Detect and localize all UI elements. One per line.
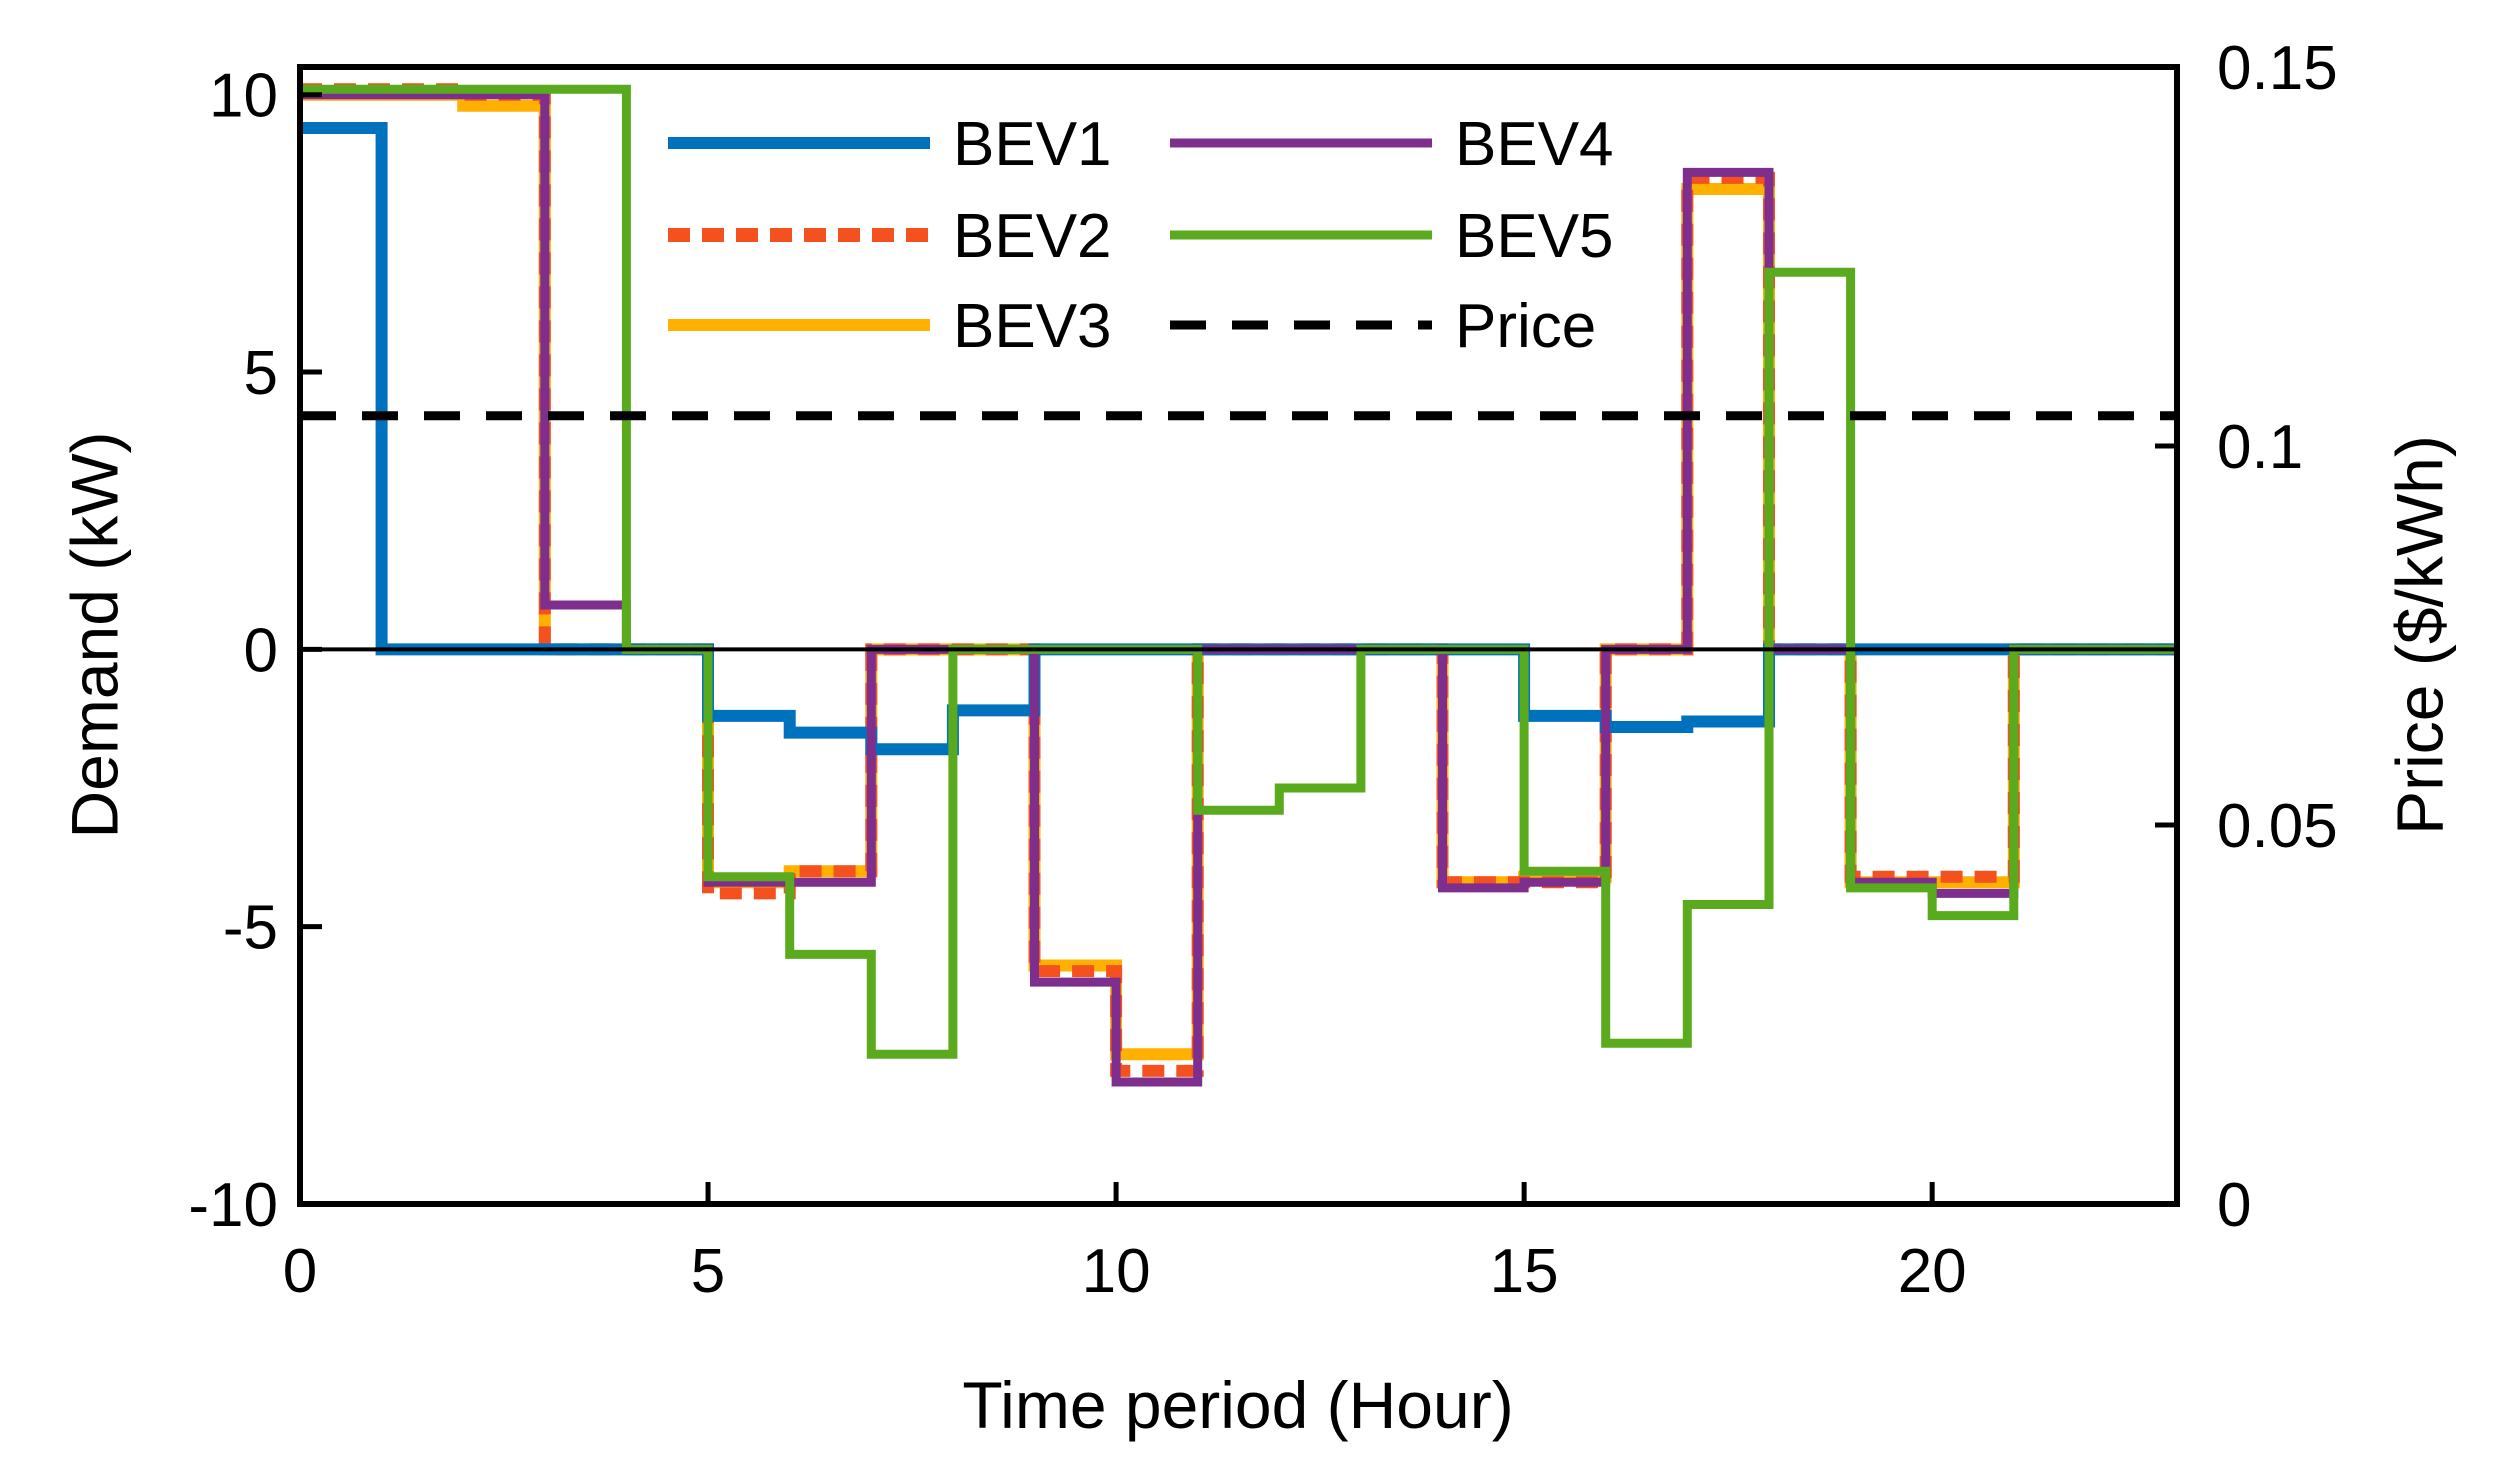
legend-label-bev2: BEV2 (953, 202, 1112, 271)
x-tick-label: 0 (283, 1237, 317, 1306)
y2-tick-label: 0.1 (2217, 413, 2303, 482)
y2-axis-title: Price ($/kWh) (2382, 435, 2456, 835)
y-tick-label: 10 (209, 62, 278, 131)
x-axis-title: Time period (Hour) (962, 1368, 1513, 1442)
legend-label-bev3: BEV3 (953, 292, 1112, 361)
y2-tick-label: 0.05 (2217, 792, 2338, 861)
legend-label-bev4: BEV4 (1455, 110, 1614, 179)
y-tick-label: 0 (244, 616, 278, 685)
y-tick-label: -10 (188, 1171, 278, 1240)
legend-label-bev1: BEV1 (953, 110, 1112, 179)
legend-label-bev5: BEV5 (1455, 202, 1614, 271)
x-tick-label: 5 (691, 1237, 725, 1306)
plot-area (300, 67, 2177, 1204)
x-tick-label: 10 (1082, 1237, 1151, 1306)
y-axis-title: Demand (kW) (57, 431, 131, 838)
y-tick-label: -5 (223, 894, 278, 963)
x-tick-label: 20 (1898, 1237, 1967, 1306)
y2-tick-label: 0.15 (2217, 34, 2338, 103)
plot-frame (297, 64, 2180, 1207)
x-tick-label: 15 (1490, 1237, 1559, 1306)
legend-label-price: Price (1455, 292, 1596, 361)
series-bev5 (300, 84, 2177, 1059)
y2-tick-label: 0 (2217, 1171, 2251, 1240)
y-tick-label: 5 (244, 339, 278, 408)
